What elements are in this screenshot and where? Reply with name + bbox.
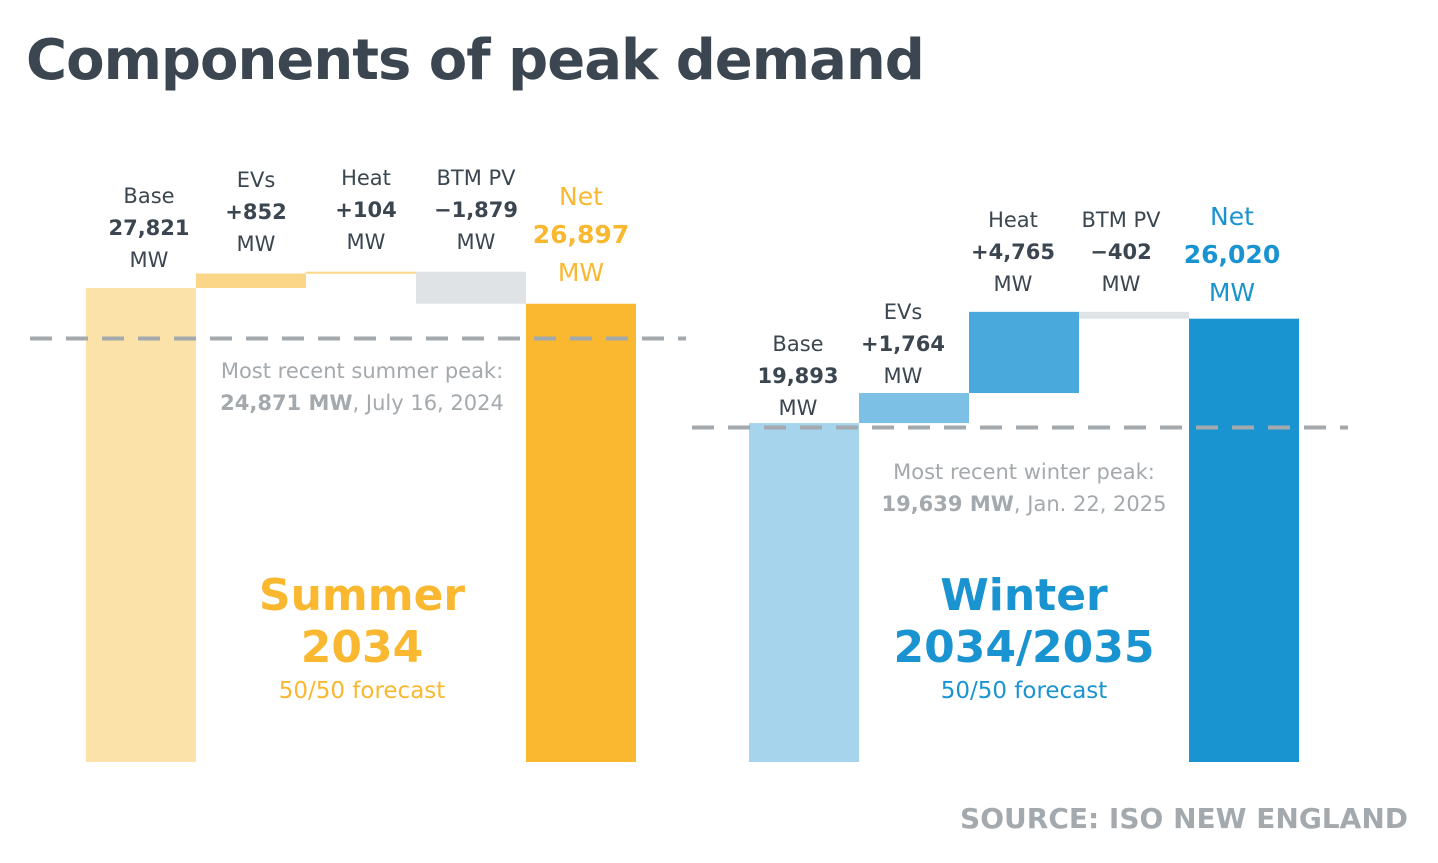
summer-peak-annotation: Most recent summer peak: 24,871 MW, July…: [220, 359, 504, 415]
summer-bar-btm-pv: [416, 271, 526, 304]
summer-bars: [86, 271, 636, 762]
summer-bar-heat: [306, 271, 416, 274]
winter-peak-annotation: Most recent winter peak: 19,639 MW, Jan.…: [881, 460, 1167, 516]
summer-base-label: Base 27,821 MW: [108, 184, 190, 272]
summer-evs-label: EVs +852 MW: [225, 168, 287, 256]
summer-season-label: Summer 2034 50/50 forecast: [258, 570, 466, 704]
winter-bar-evs: [859, 393, 969, 424]
winter-season-label: Winter 2034/2035 50/50 forecast: [893, 570, 1155, 704]
summer-bar-net: [526, 303, 636, 762]
winter-bar-net: [1189, 318, 1299, 762]
winter-base-label: Base 19,893 MW: [757, 332, 839, 420]
chart-title: Components of peak demand: [26, 28, 925, 93]
winter-evs-label: EVs +1,764 MW: [860, 300, 946, 388]
winter-bar-heat: [969, 311, 1079, 394]
winter-net-label: Net 26,020 MW: [1183, 202, 1281, 307]
summer-pv-label: BTM PV −1,879 MW: [433, 166, 519, 254]
winter-heat-label: Heat +4,765 MW: [970, 208, 1056, 296]
source-credit: SOURCE: ISO NEW ENGLAND: [960, 802, 1408, 835]
winter-pv-label: BTM PV −402 MW: [1081, 208, 1161, 296]
summer-bar-base: [86, 288, 196, 762]
winter-bar-btm-pv: [1079, 311, 1189, 319]
winter-bar-base: [749, 423, 859, 762]
summer-bar-evs: [196, 273, 306, 288]
summer-heat-label: Heat +104 MW: [335, 166, 397, 254]
summer-net-label: Net 26,897 MW: [532, 182, 630, 287]
winter-bars: [749, 311, 1299, 762]
